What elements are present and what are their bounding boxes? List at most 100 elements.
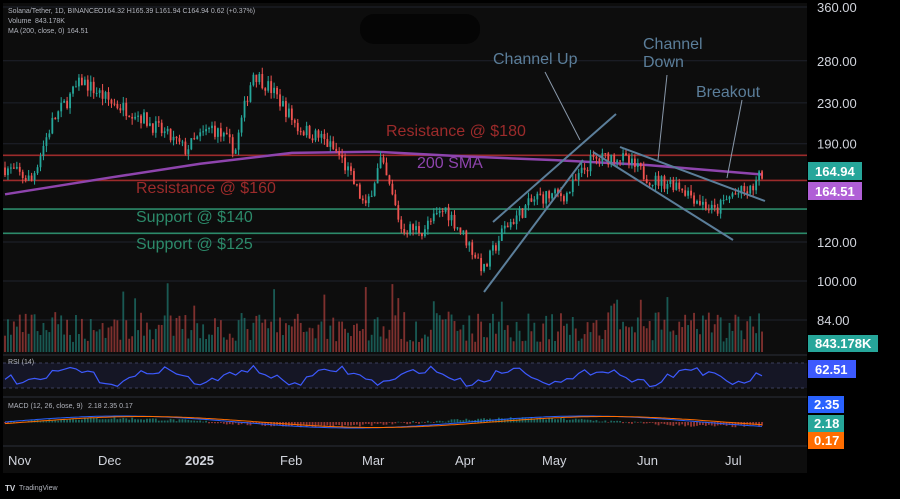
candle-body xyxy=(255,74,258,83)
candle-body xyxy=(355,184,358,186)
candle-body xyxy=(163,131,166,134)
macd-bar xyxy=(163,420,166,423)
volume-bar xyxy=(515,321,518,352)
candle-body xyxy=(57,111,60,120)
volume-bar xyxy=(347,332,349,352)
channel-trendline xyxy=(492,113,617,223)
volume-bar xyxy=(636,317,639,352)
candle-body xyxy=(187,149,190,155)
candle-body xyxy=(95,92,98,94)
volume-bar xyxy=(693,312,695,352)
volume-bar xyxy=(539,341,542,352)
volume-bar xyxy=(107,327,110,352)
candle-body xyxy=(350,166,352,172)
volume-bar xyxy=(595,320,598,352)
macd-bar xyxy=(338,422,341,426)
macd-bar xyxy=(693,422,695,427)
volume-bar xyxy=(701,315,704,352)
macd-bar xyxy=(95,417,98,423)
volume-bar xyxy=(562,325,565,352)
macd-bar xyxy=(477,418,480,423)
candle-body xyxy=(447,207,450,221)
volume-bar xyxy=(625,326,627,352)
volume-bar xyxy=(536,341,539,352)
candle-body xyxy=(42,145,45,157)
macd-bar xyxy=(385,422,388,425)
volume-bar xyxy=(370,334,373,352)
candle-body xyxy=(48,133,51,138)
macd-bar xyxy=(154,418,157,423)
volume-bar xyxy=(426,336,429,352)
candle-body xyxy=(421,233,423,237)
candle-body xyxy=(33,173,36,181)
macd-bar xyxy=(116,419,119,423)
volume-bar xyxy=(367,340,370,352)
candle-body xyxy=(645,179,648,184)
volume-bar xyxy=(628,327,630,352)
volume-bar xyxy=(30,314,33,352)
macd-bar xyxy=(146,418,148,423)
candle-body xyxy=(317,130,320,138)
volume-bar xyxy=(616,299,619,352)
macd-bar xyxy=(110,418,113,423)
volume-bar xyxy=(403,312,406,352)
macd-bar xyxy=(704,422,707,426)
candle-body xyxy=(89,81,92,91)
volume-bar xyxy=(296,313,299,352)
candle-body xyxy=(699,200,701,205)
volume-bar xyxy=(308,327,311,352)
macd-bar xyxy=(669,422,672,426)
candle-body xyxy=(548,191,551,199)
candle-body xyxy=(143,112,145,124)
candle-body xyxy=(110,99,113,104)
volume-bar xyxy=(335,341,338,352)
volume-bar xyxy=(574,328,577,352)
candle-body xyxy=(341,155,344,158)
ma200-line xyxy=(4,150,763,196)
volume-tag-bg xyxy=(808,335,878,352)
volume-bar xyxy=(285,323,287,352)
volume-bar xyxy=(480,321,483,352)
macd-bar xyxy=(400,422,403,423)
legend-volume: Volume xyxy=(8,18,31,25)
macd-bar xyxy=(601,421,604,423)
macd-bar xyxy=(228,422,231,425)
macd-bar xyxy=(214,422,216,424)
candle-body xyxy=(610,154,613,165)
candle-body xyxy=(367,196,370,204)
macd-bar xyxy=(258,422,261,424)
level-label: Resistance @ $160 xyxy=(136,180,276,197)
price-tags: 164.94 164.51 843.178K xyxy=(808,162,878,352)
candle-body xyxy=(704,201,707,210)
candle-body xyxy=(243,100,246,118)
candle-body xyxy=(219,128,222,137)
candle-body xyxy=(542,194,545,204)
volume-bar xyxy=(51,317,54,352)
candle-body xyxy=(728,196,731,200)
y-tick-label: 230.00 xyxy=(817,96,857,111)
price-tag-value: 164.51 xyxy=(815,184,855,199)
volume-bar xyxy=(255,315,258,352)
candle-body xyxy=(580,167,583,174)
volume-bar xyxy=(459,329,462,352)
macd-bar xyxy=(444,421,447,423)
volume-bar xyxy=(418,341,420,352)
macd-bar xyxy=(589,419,592,423)
macd-bar xyxy=(441,421,444,423)
volume-bar xyxy=(734,314,737,352)
volume-bar xyxy=(607,312,610,352)
volume-bar xyxy=(545,315,548,352)
macd-bar xyxy=(107,419,110,423)
volume-bar xyxy=(12,321,15,352)
volume-bar xyxy=(57,324,60,352)
macd-bar xyxy=(231,422,234,425)
volume-bar xyxy=(36,331,39,352)
macd-bar xyxy=(57,420,60,423)
volume-bar xyxy=(225,339,228,352)
volume-bar xyxy=(113,319,116,352)
candle-body xyxy=(456,227,459,229)
candle-body xyxy=(571,179,574,193)
candle-body xyxy=(719,200,722,214)
candle-body xyxy=(285,101,287,117)
candle-body xyxy=(202,131,205,133)
